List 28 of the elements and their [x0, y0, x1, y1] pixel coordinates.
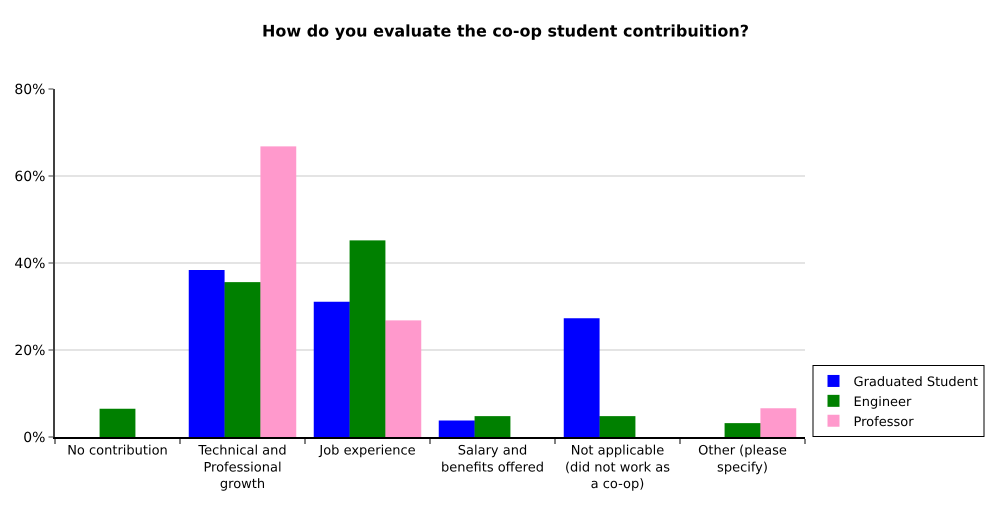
chart-title: How do you evaluate the co-op student contribuition? [262, 22, 749, 41]
x-tick-label: Technical and Professional growth [197, 443, 287, 492]
x-tick-label: Not applicable (did not work as a co-op) [564, 443, 670, 492]
bar [760, 408, 796, 437]
bar [188, 270, 225, 437]
y-tick-label: 20% [14, 342, 46, 359]
bar [474, 416, 510, 437]
bar [100, 408, 136, 437]
bar [314, 302, 350, 437]
x-tick-label: No contribution [67, 443, 168, 458]
bar [600, 416, 636, 437]
y-tick-label: 60% [14, 168, 46, 185]
bar [260, 146, 296, 437]
bar [438, 420, 475, 437]
x-tick-label: Salary and benefits offered [441, 443, 544, 476]
y-tick-label: 40% [14, 256, 46, 272]
bar [385, 320, 422, 437]
x-tick-label: Job experience [318, 443, 416, 458]
bar [724, 423, 760, 437]
legend-label: Professor [854, 414, 914, 430]
bar [350, 240, 386, 437]
x-tick-label: Other (please specify) [698, 443, 787, 476]
y-tick-label: 80% [14, 82, 46, 98]
bar [564, 318, 600, 437]
legend-label: Engineer [854, 394, 912, 410]
y-tick-label: 0% [23, 430, 46, 446]
legend-label: Graduated Student [854, 375, 978, 390]
bar [224, 282, 260, 437]
